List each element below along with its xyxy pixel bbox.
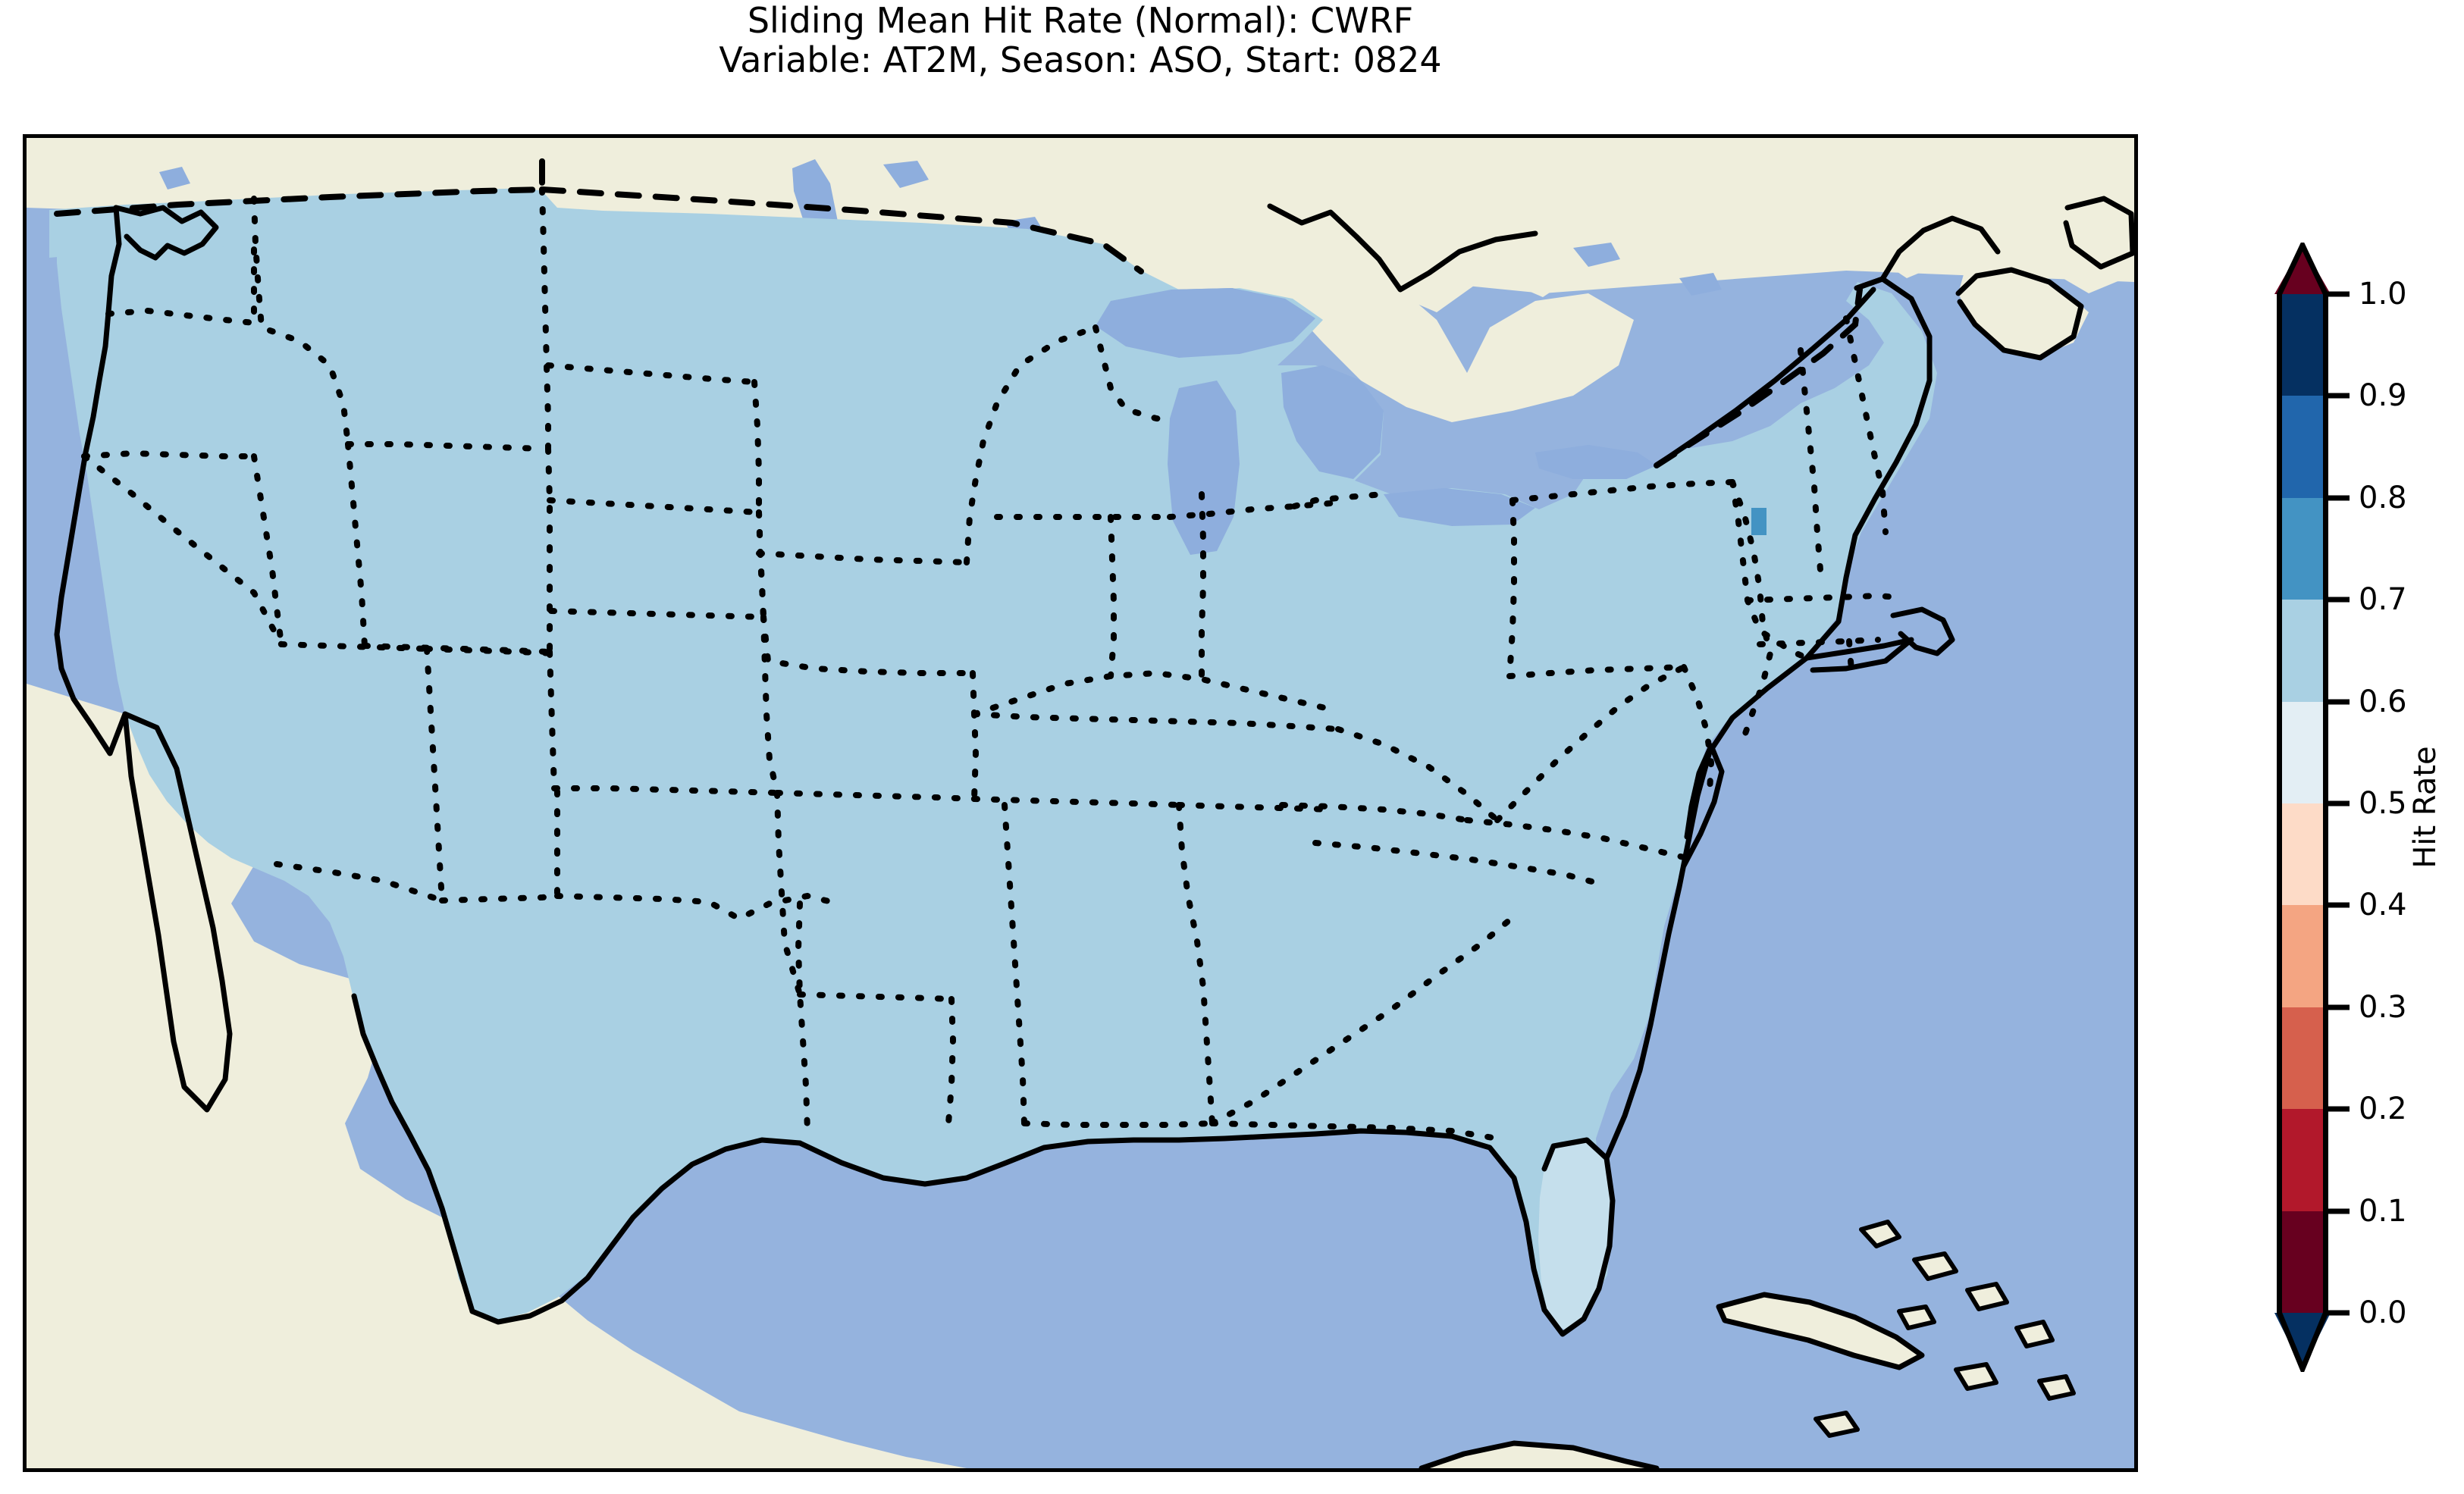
texas-gulf-coastline <box>469 1137 803 1325</box>
atlantic-coastline <box>1603 276 1933 1161</box>
colorbar-tick-0-5: 0.5 <box>2359 786 2407 821</box>
colorbar-band-0.6-0.7 <box>2277 905 2328 1008</box>
cuba-landmass <box>1717 1294 1922 1366</box>
newfoundland-coastline <box>2063 196 2134 270</box>
cuba-coastline <box>1716 1292 1925 1370</box>
title-line-1: Sliding Mean Hit Rate (Normal): CWRF <box>747 0 1414 41</box>
colorbar-tick-0-7: 0.7 <box>2359 582 2407 617</box>
colorbar-band-0.1-0.2 <box>2277 396 2328 499</box>
nova-scotia-coastline <box>1955 267 2084 361</box>
colorbar-tick-0-2: 0.2 <box>2359 1092 2407 1126</box>
new-york-anomaly-cell <box>1751 508 1766 535</box>
baja-coastline <box>122 711 233 1113</box>
colorbar-tick-0-4: 0.4 <box>2359 888 2407 922</box>
conus-data-overlay <box>57 188 1937 1328</box>
colorbar-over-arrow <box>2274 245 2331 294</box>
canada-northern-coastline <box>1267 203 1538 293</box>
baja-california-landmass <box>125 714 230 1108</box>
colorbar-band-0.5-0.6 <box>2277 803 2328 906</box>
yucatan-landmass <box>1422 1443 1657 1468</box>
newfoundland-landmass <box>2066 199 2134 267</box>
map-plot-area[interactable] <box>23 134 2138 1472</box>
colorbar-tick-0-9: 0.9 <box>2359 378 2407 413</box>
cape-cod-coastline <box>1890 606 1955 656</box>
state-borders <box>54 146 1902 1142</box>
colorbar-band-0.8-0.9 <box>2277 1109 2328 1212</box>
bahamas-coastlines <box>1814 1220 2076 1438</box>
lakes-over-data <box>1096 288 1657 555</box>
yucatan-coastline <box>1419 1440 1660 1468</box>
colorbar-under-arrow <box>2274 1313 2331 1369</box>
gulf-coastline <box>797 1128 1547 1313</box>
us-canada-border <box>54 146 545 217</box>
colorbar-band-0.2-0.3 <box>2277 497 2328 600</box>
pacific-coastline <box>54 205 128 756</box>
eastern-canada-landmass <box>1255 138 2134 293</box>
colorbar-band-0-0.1 <box>2277 294 2328 396</box>
colorbar-tick-0-1: 0.1 <box>2359 1194 2407 1229</box>
colorbar-tick-1-0: 1.0 <box>2359 277 2407 312</box>
florida-data-overlay <box>1538 1140 1613 1332</box>
us-canada-border-east <box>539 186 1144 274</box>
coastlines <box>54 196 2134 1468</box>
mexico-east-coastline <box>351 993 475 1314</box>
colorbar-bands <box>2274 245 2331 1369</box>
chart-title: Sliding Mean Hit Rate (Normal): CWRF Var… <box>23 0 2138 80</box>
long-island-coastline <box>1804 637 1914 673</box>
chesapeake-bay-coastline <box>1681 743 1725 869</box>
colorbar-tick-0-6: 0.6 <box>2359 684 2407 719</box>
ontario-peninsula <box>1232 221 1634 422</box>
florida-coastline <box>1541 1137 1616 1337</box>
colorbar-band-0.3-0.4 <box>2277 600 2328 703</box>
maine-coastline <box>1854 215 2001 291</box>
colorbar-band-0.7-0.8 <box>2277 1007 2328 1110</box>
colorbar-ticks <box>2325 291 2350 1316</box>
colorbar-band-0.4-0.5 <box>2277 701 2328 804</box>
us-canada-border-ne <box>1654 287 1863 468</box>
colorbar-tick-0-3: 0.3 <box>2359 990 2407 1025</box>
colorbar-band-0.9-1 <box>2277 1211 2328 1314</box>
puget-sound-coastline <box>113 205 219 261</box>
map-canvas <box>27 138 2134 1468</box>
title-line-2: Variable: AT2M, Season: ASO, Start: 0824 <box>719 39 1442 80</box>
mexico-landmass <box>27 684 967 1468</box>
colorbar[interactable]: 1.0 0.9 0.8 0.7 0.6 0.5 0.4 0.3 0.2 0.1 … <box>2274 243 2459 1372</box>
colorbar-tick-0-0: 0.0 <box>2359 1295 2407 1330</box>
colorbar-axis-label: Hit Rate <box>2408 746 2443 869</box>
colorbar-tick-0-8: 0.8 <box>2359 481 2407 515</box>
